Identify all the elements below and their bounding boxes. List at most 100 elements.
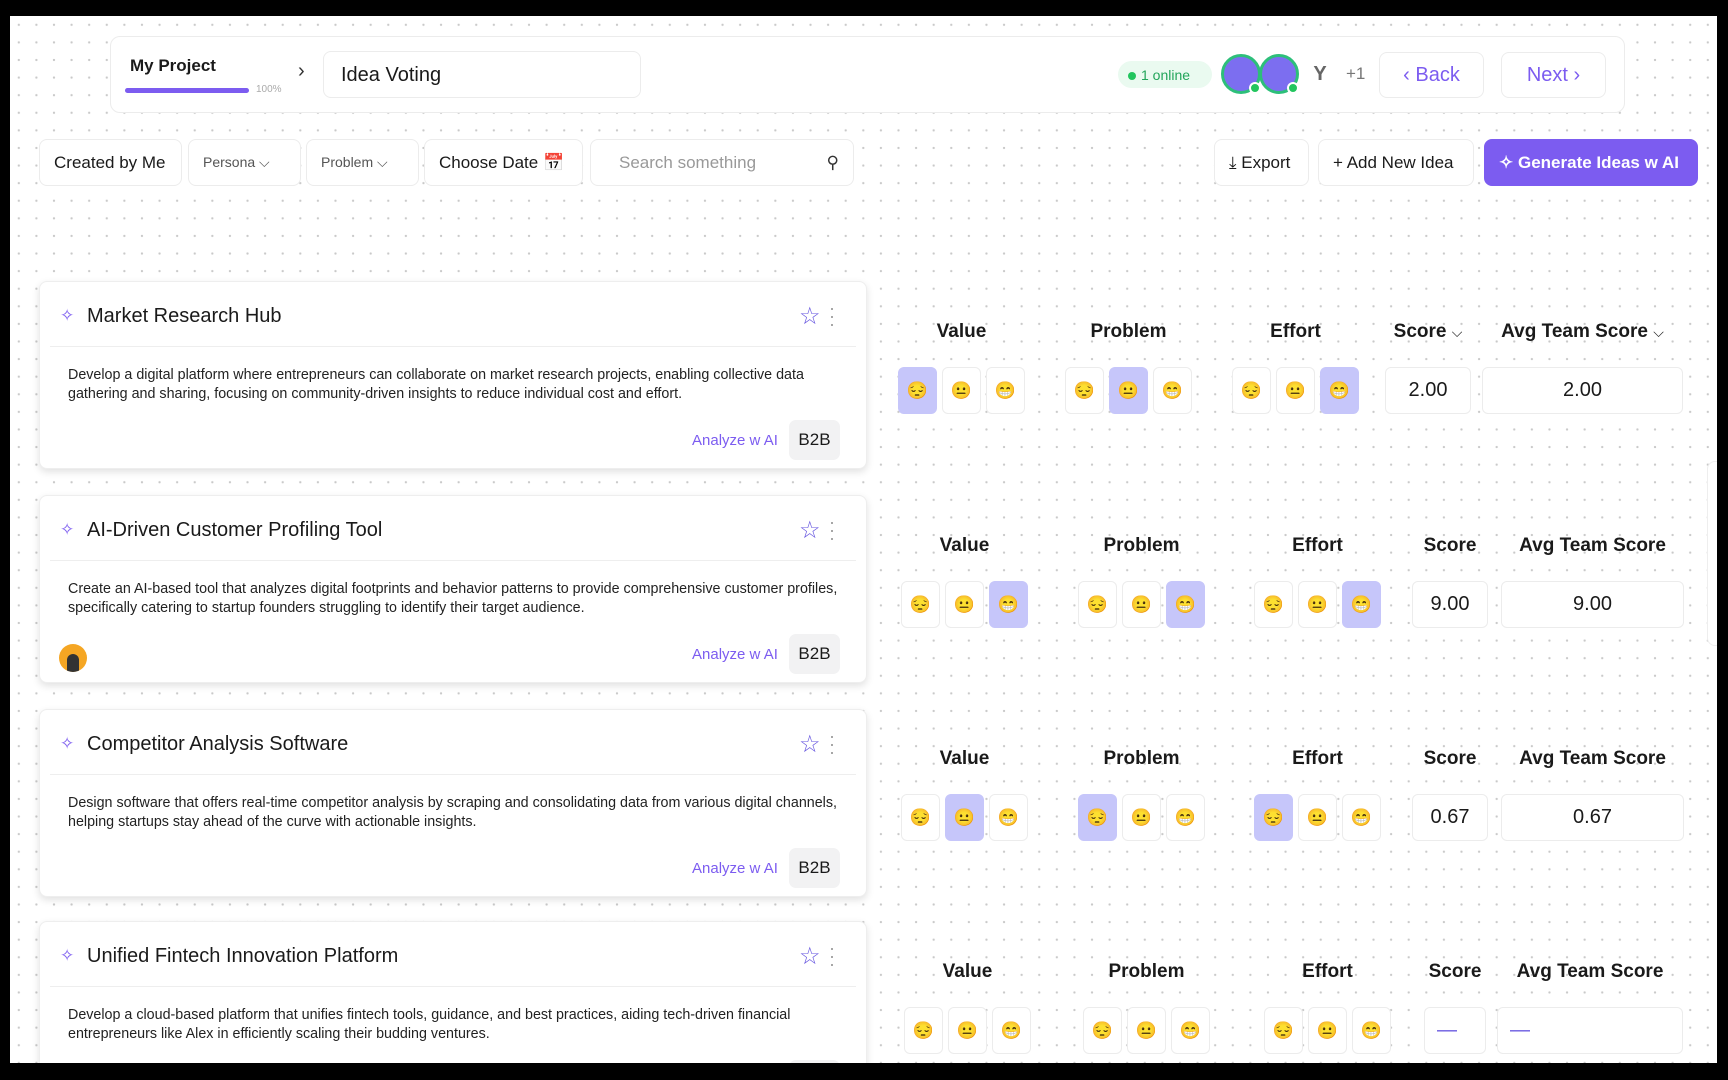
back-button[interactable]: ‹ Back <box>1379 52 1484 98</box>
value-vote-option[interactable]: 😔 <box>901 794 940 841</box>
problem-vote-option[interactable]: 😁 <box>1153 367 1192 414</box>
more-options-icon[interactable]: · · · <box>829 726 835 762</box>
idea-card[interactable]: ✧ Competitor Analysis Software ☆ · · · Des… <box>39 709 867 897</box>
canvas: My Project 100% › Idea Voting 1 online Y… <box>10 16 1717 1063</box>
effort-vote-option[interactable]: 😔 <box>1254 794 1293 841</box>
problem-vote-option[interactable]: 😔 <box>1065 367 1104 414</box>
more-options-icon[interactable]: · · · <box>829 298 835 334</box>
generate-ideas-button[interactable]: ✧ Generate Ideas w AI <box>1484 139 1698 186</box>
avg-team-score-value: 2.00 <box>1482 367 1683 414</box>
effort-vote-option[interactable]: 😐 <box>1298 581 1337 628</box>
idea-card[interactable]: ✧ Unified Fintech Innovation Platform ☆ … <box>39 921 867 1063</box>
effort-header: Effort <box>1302 961 1353 982</box>
export-label: Export <box>1241 153 1291 172</box>
score-value: 0.67 <box>1412 794 1488 841</box>
effort-vote-option[interactable]: 😁 <box>1342 794 1381 841</box>
problem-vote-option[interactable]: 😔 <box>1078 794 1117 841</box>
star-icon[interactable]: ☆ <box>799 517 821 544</box>
score-value: 2.00 <box>1385 367 1471 414</box>
effort-vote-option[interactable]: 😐 <box>1276 367 1315 414</box>
search-icon: ⚲ <box>826 153 839 172</box>
idea-card[interactable]: ✧ Market Research Hub ☆ · · · Develop a di… <box>39 281 867 469</box>
add-idea-button[interactable]: + Add New Idea <box>1318 139 1474 186</box>
value-vote-option[interactable]: 😐 <box>948 1007 987 1054</box>
status-dot-icon <box>1287 82 1299 94</box>
status-dot-icon <box>1249 82 1261 94</box>
avg-team-score-value: 0.67 <box>1501 794 1684 841</box>
value-vote-option[interactable]: 😐 <box>945 581 984 628</box>
project-progress-fill <box>125 88 249 93</box>
value-vote-option[interactable]: 😐 <box>945 794 984 841</box>
calendar-icon: 📅 <box>542 153 565 172</box>
idea-title: Market Research Hub <box>87 305 282 327</box>
problem-vote-option[interactable]: 😔 <box>1078 581 1117 628</box>
score-header: Score <box>1402 535 1498 557</box>
chevron-down-icon[interactable]: ⌵ <box>1451 324 1463 340</box>
avg-team-score-value: — <box>1497 1007 1683 1054</box>
search-placeholder: Search something <box>619 153 757 172</box>
export-button[interactable]: ⤓ Export <box>1214 139 1309 186</box>
star-icon[interactable]: ☆ <box>799 731 821 758</box>
date-picker[interactable]: Choose Date 📅 <box>424 139 583 186</box>
problem-vote-option[interactable]: 😁 <box>1166 581 1205 628</box>
value-vote-option[interactable]: 😁 <box>986 367 1025 414</box>
problem-vote-option[interactable]: 😁 <box>1171 1007 1210 1054</box>
tag-badge: B2B <box>789 1060 840 1063</box>
more-options-icon[interactable]: · · · <box>829 512 835 548</box>
effort-vote-option[interactable]: 😁 <box>1342 581 1381 628</box>
value-vote-option[interactable]: 😁 <box>992 1007 1031 1054</box>
divider <box>50 346 856 347</box>
analyze-ai-button[interactable]: Analyze w AI <box>692 646 778 663</box>
problem-header: Problem <box>1103 535 1180 556</box>
effort-vote-option[interactable]: 😔 <box>1264 1007 1303 1054</box>
problem-vote-option[interactable]: 😁 <box>1166 794 1205 841</box>
idea-card[interactable]: ✧ AI-Driven Customer Profiling Tool ☆ · ·… <box>39 495 867 683</box>
avatar-initial[interactable]: Y <box>1301 55 1339 93</box>
value-vote-option[interactable]: 😔 <box>904 1007 943 1054</box>
tag-badge: B2B <box>789 420 840 460</box>
problem-vote-option[interactable]: 😐 <box>1122 581 1161 628</box>
effort-vote-option[interactable]: 😁 <box>1352 1007 1391 1054</box>
sparkle-icon: ✧ <box>60 734 75 753</box>
page-title-field[interactable]: Idea Voting <box>323 51 641 98</box>
problem-vote-option[interactable]: 😐 <box>1109 367 1148 414</box>
next-label: Next <box>1526 64 1568 86</box>
score-header-label: Score <box>1428 961 1482 982</box>
chevron-down-icon[interactable]: ⌵ <box>1653 324 1664 340</box>
problem-vote-option[interactable]: 😐 <box>1122 794 1161 841</box>
analyze-ai-button[interactable]: Analyze w AI <box>692 860 778 877</box>
effort-vote-option[interactable]: 😔 <box>1254 581 1293 628</box>
star-icon[interactable]: ☆ <box>799 943 821 970</box>
effort-vote-option[interactable]: 😐 <box>1298 794 1337 841</box>
project-name[interactable]: My Project <box>130 56 216 75</box>
side-panel-edge[interactable] <box>1707 461 1717 646</box>
effort-vote-option[interactable]: 😔 <box>1232 367 1271 414</box>
back-label: Back <box>1415 64 1460 86</box>
star-icon[interactable]: ☆ <box>799 303 821 330</box>
more-options-icon[interactable]: · · · <box>829 938 835 974</box>
problem-vote-option[interactable]: 😐 <box>1127 1007 1166 1054</box>
extra-users-count[interactable]: +1 <box>1346 64 1366 83</box>
analyze-ai-button[interactable]: Analyze w AI <box>692 432 778 449</box>
effort-vote-option[interactable]: 😐 <box>1308 1007 1347 1054</box>
sparkle-icon: ✧ <box>60 306 75 325</box>
value-vote-option[interactable]: 😁 <box>989 794 1028 841</box>
problem-dropdown[interactable]: Problem ⌵ <box>306 139 419 186</box>
score-header: Score <box>1414 961 1496 983</box>
persona-dropdown[interactable]: Persona ⌵ <box>188 139 301 186</box>
search-input[interactable]: Search something ⚲ <box>590 139 854 186</box>
value-vote-option[interactable]: 😔 <box>901 581 940 628</box>
value-vote-option[interactable]: 😐 <box>942 367 981 414</box>
effort-vote-option[interactable]: 😁 <box>1320 367 1359 414</box>
value-vote-option[interactable]: 😁 <box>989 581 1028 628</box>
avg-score-header: Avg Team Score <box>1491 535 1694 557</box>
created-by-me-filter[interactable]: Created by Me <box>39 139 182 186</box>
problem-vote-option[interactable]: 😔 <box>1083 1007 1122 1054</box>
user-avatar[interactable] <box>59 644 87 672</box>
chevron-down-icon: ⌵ <box>259 154 270 170</box>
avatar[interactable] <box>1221 54 1261 94</box>
effort-header: Effort <box>1270 321 1321 342</box>
value-vote-option[interactable]: 😔 <box>898 367 937 414</box>
next-button[interactable]: Next › <box>1501 52 1606 98</box>
avatar[interactable] <box>1259 54 1299 94</box>
